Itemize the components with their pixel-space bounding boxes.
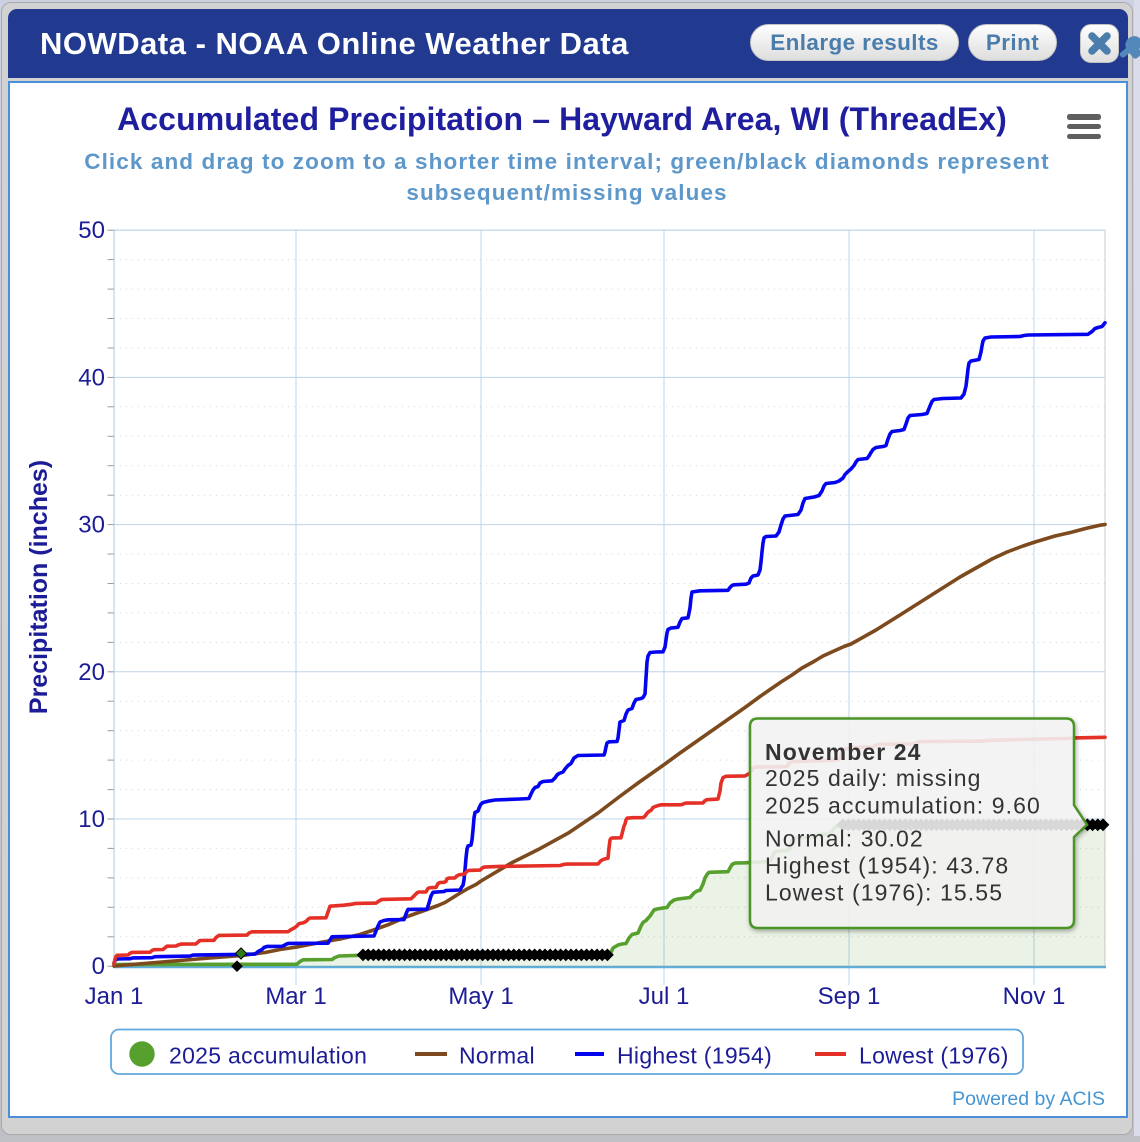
svg-text:Highest (1954): Highest (1954) bbox=[617, 1043, 772, 1069]
svg-text:2025 accumulation: 2025 accumulation bbox=[169, 1043, 367, 1069]
svg-text:Sep 1: Sep 1 bbox=[818, 983, 881, 1010]
svg-text:November 24: November 24 bbox=[765, 739, 922, 765]
svg-text:Jan 1: Jan 1 bbox=[85, 983, 144, 1010]
svg-text:2025 daily: missing: 2025 daily: missing bbox=[765, 765, 982, 791]
svg-text:Highest (1954): 43.78: Highest (1954): 43.78 bbox=[765, 853, 1009, 879]
svg-text:Normal: Normal bbox=[459, 1043, 535, 1069]
svg-text:20: 20 bbox=[78, 659, 105, 686]
svg-text:0: 0 bbox=[92, 953, 105, 980]
svg-text:Powered by ACIS: Powered by ACIS bbox=[952, 1088, 1105, 1110]
svg-text:Mar 1: Mar 1 bbox=[265, 983, 326, 1010]
svg-text:Normal: 30.02: Normal: 30.02 bbox=[765, 826, 924, 852]
svg-text:50: 50 bbox=[78, 217, 105, 244]
svg-text:May 1: May 1 bbox=[448, 983, 513, 1010]
svg-text:Jul 1: Jul 1 bbox=[639, 983, 690, 1010]
svg-text:30: 30 bbox=[78, 512, 105, 539]
svg-text:10: 10 bbox=[78, 806, 105, 833]
svg-text:Precipitation (inches): Precipitation (inches) bbox=[25, 460, 53, 714]
svg-text:Lowest (1976): Lowest (1976) bbox=[859, 1043, 1009, 1069]
svg-text:Nov 1: Nov 1 bbox=[1003, 983, 1066, 1010]
svg-text:40: 40 bbox=[78, 364, 105, 391]
svg-text:2025 accumulation: 9.60: 2025 accumulation: 9.60 bbox=[765, 793, 1041, 819]
svg-text:Lowest (1976): 15.55: Lowest (1976): 15.55 bbox=[765, 880, 1003, 906]
